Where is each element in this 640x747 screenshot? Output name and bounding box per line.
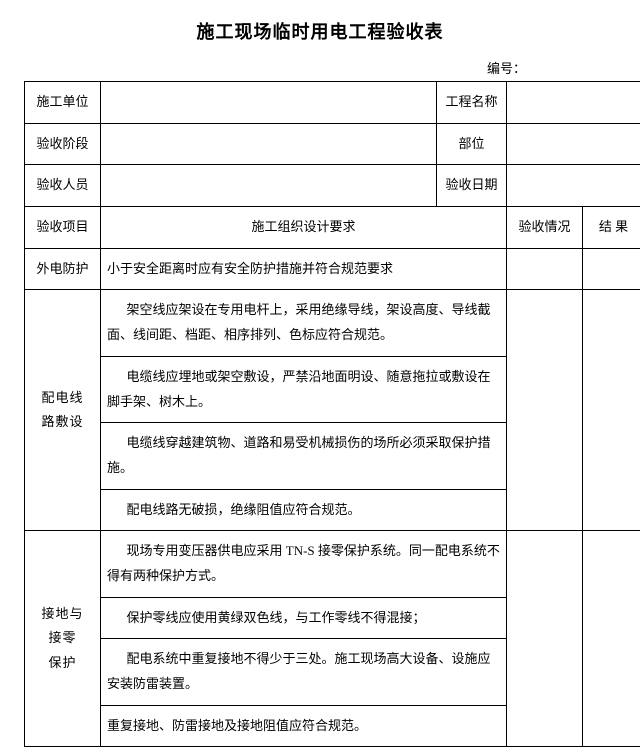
date-value <box>507 165 640 207</box>
unit-value <box>101 82 437 124</box>
item-cell: 外电防护 <box>25 248 101 290</box>
unit-label: 施工单位 <box>25 82 101 124</box>
req-cell: 现场专用变压器供电应采用 TN-S 接零保护系统。同一配电系统不得有两种保护方式… <box>101 531 507 597</box>
project-value <box>507 82 640 124</box>
project-label: 工程名称 <box>437 82 507 124</box>
table-row: 验收项目 施工组织设计要求 验收情况 结 果 <box>25 207 640 249</box>
col-result: 结 果 <box>583 207 640 249</box>
col-item: 验收项目 <box>25 207 101 249</box>
table-row: 施工单位 工程名称 <box>25 82 640 124</box>
table-row: 验收人员 验收日期 <box>25 165 640 207</box>
table-row: 配电线 路敷设 架空线应架设在专用电杆上，采用绝缘导线，架设高度、导线截面、线间… <box>25 290 640 356</box>
doc-number-label: 编号： <box>24 58 616 77</box>
part-label: 部位 <box>437 123 507 165</box>
part-value <box>507 123 640 165</box>
req-cell: 电缆线穿越建筑物、道路和易受机械损伤的场所必须采取保护措施。 <box>101 423 507 489</box>
status-cell <box>507 248 583 290</box>
inspector-label: 验收人员 <box>25 165 101 207</box>
result-cell <box>583 290 640 531</box>
req-cell: 保护零线应使用黄绿双色线，与工作零线不得混接； <box>101 597 507 639</box>
date-label: 验收日期 <box>437 165 507 207</box>
table-row: 外电防护 小于安全距离时应有安全防护措施并符合规范要求 <box>25 248 640 290</box>
req-cell: 配电系统中重复接地不得少于三处。施工现场高大设备、设施应安装防雷装置。 <box>101 639 507 705</box>
col-status: 验收情况 <box>507 207 583 249</box>
col-requirement: 施工组织设计要求 <box>101 207 507 249</box>
req-cell: 配电线路无破损，绝缘阻值应符合规范。 <box>101 489 507 531</box>
req-cell: 小于安全距离时应有安全防护措施并符合规范要求 <box>101 248 507 290</box>
req-cell: 电缆线应埋地或架空敷设，严禁沿地面明设、随意拖拉或敷设在脚手架、树木上。 <box>101 356 507 422</box>
inspector-value <box>101 165 437 207</box>
result-cell <box>583 248 640 290</box>
stage-value <box>101 123 437 165</box>
status-cell <box>507 531 583 747</box>
item-cell: 配电线 路敷设 <box>25 290 101 531</box>
status-cell <box>507 290 583 531</box>
stage-label: 验收阶段 <box>25 123 101 165</box>
table-row: 验收阶段 部位 <box>25 123 640 165</box>
req-cell: 重复接地、防雷接地及接地阻值应符合规范。 <box>101 705 507 747</box>
acceptance-table: 施工单位 工程名称 验收阶段 部位 验收人员 验收日期 验收项目 施工组织设计要… <box>24 81 640 747</box>
page-title: 施工现场临时用电工程验收表 <box>24 18 616 44</box>
item-cell: 接地与 接零 保护 <box>25 531 101 747</box>
req-cell: 架空线应架设在专用电杆上，采用绝缘导线，架设高度、导线截面、线间距、档距、相序排… <box>101 290 507 356</box>
table-row: 接地与 接零 保护 现场专用变压器供电应采用 TN-S 接零保护系统。同一配电系… <box>25 531 640 597</box>
result-cell <box>583 531 640 747</box>
